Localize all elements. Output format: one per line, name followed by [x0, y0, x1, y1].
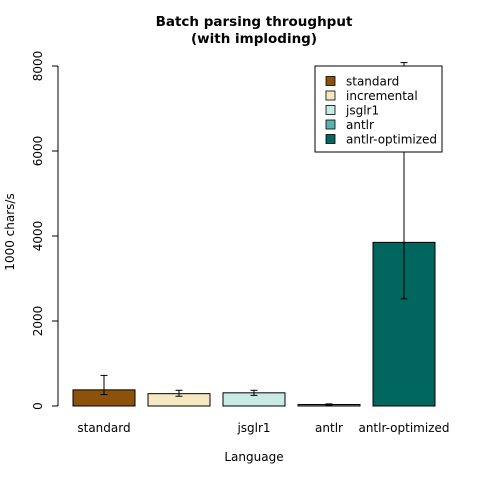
legend-label-antlr-optimized: antlr-optimized	[346, 133, 437, 147]
legend-label-standard: standard	[346, 75, 399, 89]
y-axis: 0 2000 4000 6000 8000	[31, 51, 59, 410]
legend-swatch-antlr-optimized	[325, 134, 336, 144]
x-tick-label-antlr-optimized: antlr-optimized	[358, 421, 449, 435]
legend-swatch-incremental	[325, 90, 336, 101]
y-tick-label: 2000	[31, 306, 45, 337]
y-tick-label: 8000	[31, 51, 45, 82]
legend-label-jsglr1: jsglr1	[345, 104, 379, 118]
legend-box	[314, 65, 443, 153]
x-tick-label-standard: standard	[77, 421, 130, 435]
legend-label-incremental: incremental	[346, 89, 418, 103]
legend-swatch-antlr	[325, 119, 336, 130]
y-axis-label: 1000 chars/s	[3, 193, 17, 270]
y-tick-label: 6000	[31, 136, 45, 167]
legend-label-antlr: antlr	[346, 118, 374, 132]
legend: standardincrementaljsglr1antlrantlr-opti…	[314, 65, 443, 153]
x-axis-label: Language	[224, 450, 283, 464]
legend-swatch-standard	[325, 76, 336, 86]
x-tick-label-antlr: antlr	[315, 421, 343, 435]
y-tick-label: 4000	[31, 221, 45, 252]
legend-swatch-jsglr1	[325, 105, 336, 115]
bars-group	[72, 241, 436, 407]
y-tick-label: 0	[31, 402, 45, 410]
chart-title-line-2: (with imploding)	[191, 31, 317, 47]
x-tick-labels: standard jsglr1 antlr antlr-optimized	[77, 421, 449, 435]
x-tick-label-jsglr1: jsglr1	[236, 421, 270, 435]
chart-title-line-1: Batch parsing throughput	[156, 14, 353, 30]
